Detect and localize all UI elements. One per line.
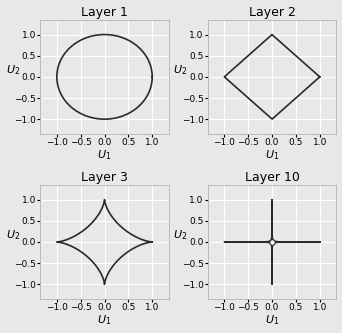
Y-axis label: $U_2$: $U_2$ [5, 228, 20, 242]
Y-axis label: $U_2$: $U_2$ [173, 228, 187, 242]
X-axis label: $U_1$: $U_1$ [265, 314, 279, 327]
Title: Layer 3: Layer 3 [81, 171, 128, 184]
Title: Layer 10: Layer 10 [245, 171, 300, 184]
Title: Layer 2: Layer 2 [249, 6, 295, 19]
Title: Layer 1: Layer 1 [81, 6, 128, 19]
Y-axis label: $U_2$: $U_2$ [5, 63, 20, 77]
Y-axis label: $U_2$: $U_2$ [173, 63, 187, 77]
X-axis label: $U_1$: $U_1$ [97, 149, 112, 162]
X-axis label: $U_1$: $U_1$ [97, 314, 112, 327]
X-axis label: $U_1$: $U_1$ [265, 149, 279, 162]
